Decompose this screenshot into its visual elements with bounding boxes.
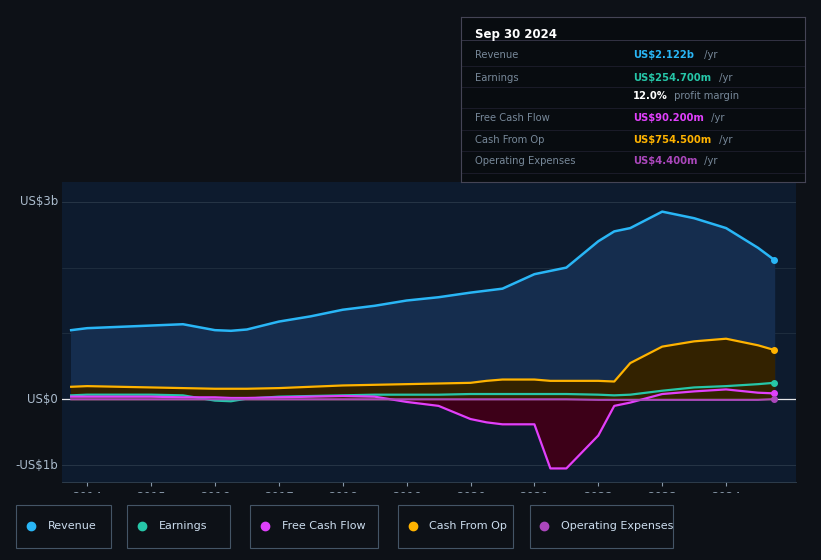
Text: -US$1b: -US$1b: [15, 459, 58, 472]
Text: /yr: /yr: [701, 156, 718, 166]
Text: Earnings: Earnings: [158, 521, 207, 531]
Text: Operating Expenses: Operating Expenses: [475, 156, 576, 166]
Text: /yr: /yr: [701, 50, 718, 60]
Text: US$0: US$0: [27, 393, 58, 406]
Text: Sep 30 2024: Sep 30 2024: [475, 29, 557, 41]
Text: Operating Expenses: Operating Expenses: [561, 521, 673, 531]
Text: US$754.500m: US$754.500m: [633, 135, 711, 145]
Text: Cash From Op: Cash From Op: [429, 521, 507, 531]
Text: US$3b: US$3b: [20, 195, 58, 208]
Text: Cash From Op: Cash From Op: [475, 135, 544, 145]
Text: Revenue: Revenue: [475, 50, 519, 60]
Text: Revenue: Revenue: [48, 521, 96, 531]
Text: 12.0%: 12.0%: [633, 91, 667, 101]
Text: Free Cash Flow: Free Cash Flow: [282, 521, 365, 531]
Text: US$4.400m: US$4.400m: [633, 156, 698, 166]
Text: profit margin: profit margin: [671, 91, 739, 101]
Text: Earnings: Earnings: [475, 73, 519, 83]
Text: /yr: /yr: [709, 113, 725, 123]
Text: US$2.122b: US$2.122b: [633, 50, 694, 60]
Text: US$254.700m: US$254.700m: [633, 73, 711, 83]
Text: /yr: /yr: [716, 135, 732, 145]
Text: /yr: /yr: [716, 73, 732, 83]
Text: Free Cash Flow: Free Cash Flow: [475, 113, 550, 123]
Text: US$90.200m: US$90.200m: [633, 113, 704, 123]
